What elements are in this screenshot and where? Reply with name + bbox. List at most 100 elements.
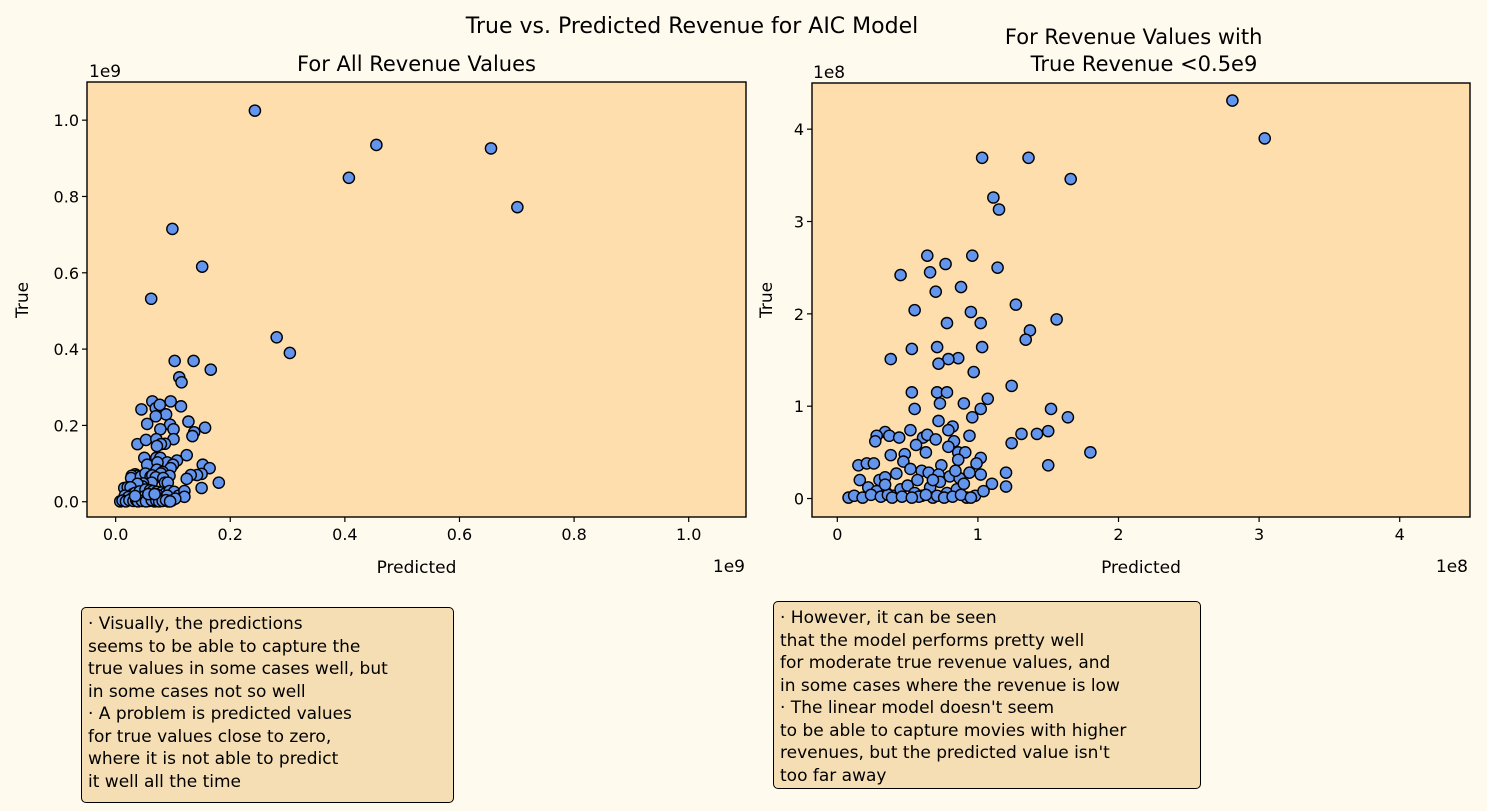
scatter-point xyxy=(867,457,881,470)
y-tick-label: 0.6 xyxy=(54,264,79,283)
scatter-point xyxy=(1005,379,1018,393)
scatter-point xyxy=(964,491,978,504)
x-tick-label: 0.2 xyxy=(218,525,243,544)
scatter-point xyxy=(283,346,297,360)
scatter-point xyxy=(991,261,1004,274)
figure-suptitle: True vs. Predicted Revenue for AIC Model xyxy=(465,14,918,39)
scatter-point xyxy=(166,222,179,236)
scatter-point xyxy=(182,415,195,428)
scatter-point xyxy=(932,357,945,371)
y-tick-label: 4 xyxy=(794,120,804,139)
annotation-line: it well all the time xyxy=(88,771,241,792)
annotation-line: too far away xyxy=(780,765,887,786)
annotation-line: for moderate true revenue values, and xyxy=(780,653,1111,673)
scatter-point xyxy=(370,138,383,152)
scatter-point xyxy=(977,484,990,498)
annotation-line: · Visually, the predictions xyxy=(88,614,303,634)
panel-title-all-revenue: For All Revenue Values xyxy=(297,52,536,76)
y-tick-label: 1 xyxy=(794,397,804,416)
annotation-line: · The linear model doesn't seem xyxy=(780,698,1055,718)
scatter-point xyxy=(884,448,898,462)
scatter-point xyxy=(198,421,212,435)
scatter-point xyxy=(974,468,988,481)
y-offset-label-low-revenue: 1e8 xyxy=(813,63,845,83)
scatter-point xyxy=(894,268,907,282)
scatter-point xyxy=(1009,298,1023,311)
annotation-line: seems to be able to capture the xyxy=(88,636,361,657)
scatter-point xyxy=(964,305,978,319)
marker-group-low-revenue xyxy=(842,94,1272,504)
scatter-point xyxy=(1044,402,1058,416)
x-tick-label: 1 xyxy=(973,525,983,544)
scatter-point xyxy=(1061,410,1075,424)
scatter-point xyxy=(195,481,208,495)
annotation-line: true values in some cases well, but xyxy=(88,659,388,679)
scatter-point xyxy=(140,417,154,431)
annotation-line: for true values close to zero, xyxy=(88,726,332,747)
scatter-point xyxy=(942,440,955,454)
scatter-point xyxy=(908,303,921,317)
y-offset-label-all-revenue: 1e9 xyxy=(89,62,121,82)
scatter-point xyxy=(195,260,209,273)
scatter-point xyxy=(1084,446,1097,459)
scatter-point xyxy=(892,431,906,444)
scatter-point xyxy=(970,457,983,470)
scatter-point xyxy=(963,429,976,443)
scatter-point xyxy=(920,249,934,262)
scatter-point xyxy=(904,462,917,476)
scatter-point xyxy=(1019,333,1033,347)
y-tick-label: 1.0 xyxy=(54,111,79,130)
scatter-point xyxy=(940,316,954,330)
x-offset-label-low-revenue: 1e8 xyxy=(1436,557,1468,577)
annotation-line: · However, it can be seen xyxy=(780,608,997,628)
annotation-line: to be able to capture movies with higher xyxy=(780,720,1127,741)
x-tick-label: 0.6 xyxy=(447,525,472,544)
scatter-panel-low-revenue: For Revenue Values with True Revenue <0.… xyxy=(757,25,1471,578)
scatter-point xyxy=(868,434,882,448)
scatter-point xyxy=(905,386,919,399)
scatter-point xyxy=(926,473,940,487)
scatter-point xyxy=(933,397,947,410)
scatter-point xyxy=(939,257,952,271)
scatter-point xyxy=(1226,94,1239,107)
scatter-point xyxy=(1015,427,1028,441)
scatter-point xyxy=(878,478,892,491)
scatter-point xyxy=(212,476,226,489)
scatter-point xyxy=(965,410,979,424)
scatter-point xyxy=(965,249,979,262)
scatter-point xyxy=(932,414,945,428)
panel-title-line-2: True Revenue <0.5e9 xyxy=(1030,52,1258,76)
scatter-point xyxy=(905,491,919,504)
scatter-point xyxy=(951,453,965,467)
y-tick-label: 0 xyxy=(794,490,804,509)
scatter-point xyxy=(909,438,923,452)
scatter-point xyxy=(248,104,262,117)
scatter-point xyxy=(985,477,999,491)
annotation-box-right: · However, it can be seen that the model… xyxy=(773,601,1201,789)
annotation-line: that the model performs pretty well xyxy=(780,630,1085,651)
scatter-point xyxy=(884,352,898,366)
scatter-point xyxy=(180,448,194,462)
x-tick-label: 4 xyxy=(1395,525,1405,544)
scatter-point xyxy=(1041,424,1055,438)
panel-title-low-revenue: For Revenue Values with True Revenue <0.… xyxy=(1005,25,1269,76)
x-tick-label: 0.4 xyxy=(332,525,357,544)
y-tick-label: 0.4 xyxy=(54,340,79,359)
scatter-point xyxy=(484,142,498,155)
scatter-point xyxy=(149,409,163,423)
tick-group-all-revenue: 0.0 0.2 0.4 0.6 0.8 1.0 0.0 0.2 0.4 0.6 0.8 1.0 xyxy=(54,111,702,544)
annotation-line: in some cases where the revenue is low xyxy=(780,675,1120,696)
scatter-point xyxy=(153,398,167,412)
x-axis-label-low-revenue: Predicted xyxy=(1101,558,1181,578)
scatter-point xyxy=(1258,132,1272,145)
scatter-point xyxy=(975,151,989,165)
scatter-point xyxy=(853,473,867,487)
scatter-point xyxy=(174,400,188,413)
scatter-point xyxy=(342,171,356,185)
annotation-box-left: · Visually, the predictions seems to be … xyxy=(81,607,454,803)
y-tick-label: 0.8 xyxy=(54,187,79,206)
scatter-point xyxy=(911,473,924,487)
scatter-point xyxy=(908,402,921,416)
plot-area-low-revenue xyxy=(811,82,1471,518)
